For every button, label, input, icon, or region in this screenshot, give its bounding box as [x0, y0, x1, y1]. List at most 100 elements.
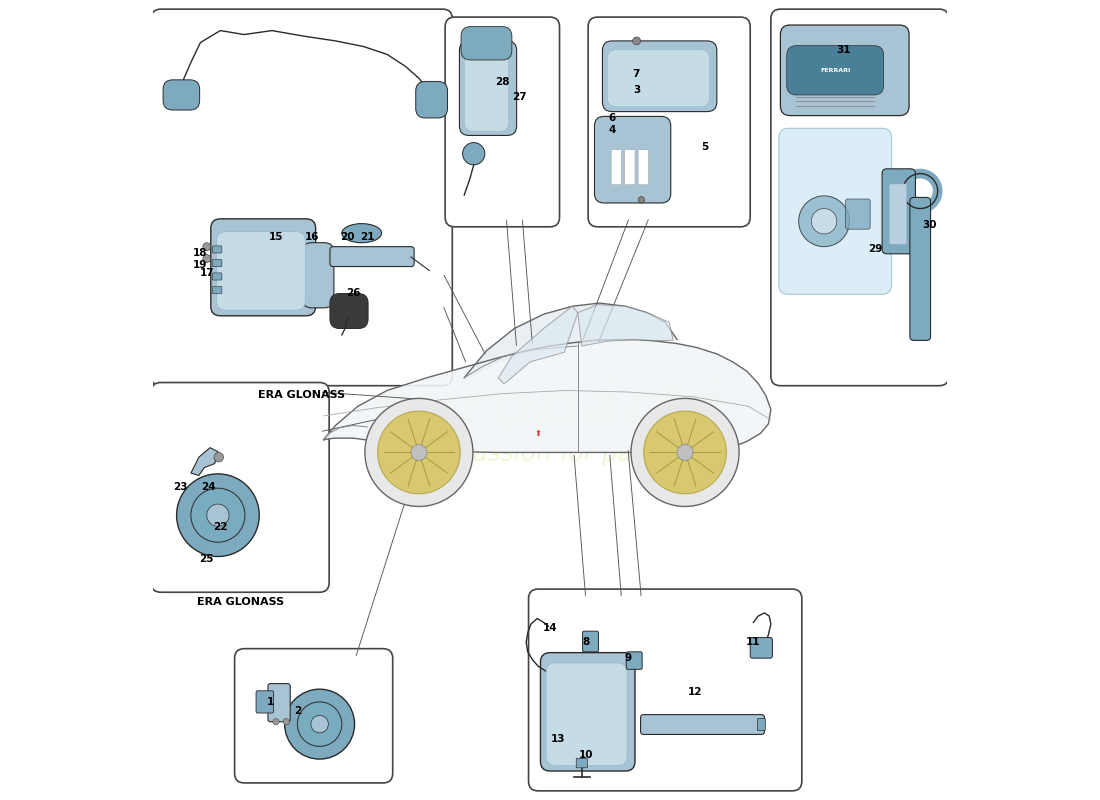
Text: 2: 2 — [295, 706, 301, 717]
FancyBboxPatch shape — [910, 198, 931, 341]
FancyBboxPatch shape — [330, 294, 369, 329]
Circle shape — [202, 242, 211, 250]
FancyBboxPatch shape — [212, 246, 222, 253]
Circle shape — [644, 411, 726, 494]
Circle shape — [812, 209, 837, 234]
Circle shape — [273, 718, 279, 725]
Circle shape — [283, 718, 289, 725]
FancyBboxPatch shape — [461, 26, 512, 60]
FancyBboxPatch shape — [576, 758, 587, 768]
Text: 29: 29 — [869, 244, 883, 254]
Text: 10: 10 — [579, 750, 593, 760]
Text: 4: 4 — [608, 125, 616, 135]
Circle shape — [191, 488, 245, 542]
Text: 26: 26 — [345, 288, 360, 298]
FancyBboxPatch shape — [757, 718, 766, 730]
Text: 15: 15 — [268, 232, 283, 242]
Polygon shape — [464, 303, 678, 378]
FancyBboxPatch shape — [779, 128, 892, 294]
FancyBboxPatch shape — [625, 150, 635, 185]
FancyBboxPatch shape — [268, 684, 290, 722]
Text: 30: 30 — [923, 220, 937, 230]
FancyBboxPatch shape — [583, 631, 598, 652]
FancyBboxPatch shape — [217, 231, 306, 310]
Text: 31: 31 — [837, 46, 851, 55]
Text: 3: 3 — [634, 85, 641, 95]
Text: ⬆: ⬆ — [535, 429, 541, 438]
FancyBboxPatch shape — [330, 246, 415, 266]
FancyBboxPatch shape — [163, 80, 200, 110]
FancyBboxPatch shape — [588, 17, 750, 227]
Text: 22: 22 — [213, 522, 228, 532]
Polygon shape — [578, 305, 673, 346]
FancyBboxPatch shape — [640, 714, 764, 734]
FancyBboxPatch shape — [612, 150, 621, 185]
Text: 6: 6 — [608, 113, 616, 123]
FancyBboxPatch shape — [750, 638, 772, 658]
Circle shape — [632, 37, 640, 45]
Polygon shape — [498, 306, 578, 384]
FancyBboxPatch shape — [846, 199, 870, 229]
FancyBboxPatch shape — [212, 273, 222, 280]
Circle shape — [365, 398, 473, 506]
Text: 20: 20 — [340, 232, 354, 242]
FancyBboxPatch shape — [464, 53, 508, 131]
FancyBboxPatch shape — [460, 41, 517, 135]
Text: 16: 16 — [305, 232, 319, 242]
FancyBboxPatch shape — [212, 286, 222, 294]
FancyBboxPatch shape — [889, 184, 906, 244]
Circle shape — [285, 689, 354, 759]
FancyBboxPatch shape — [638, 150, 649, 185]
Text: FERRARI: FERRARI — [820, 68, 850, 73]
Circle shape — [207, 504, 229, 526]
Circle shape — [463, 142, 485, 165]
FancyBboxPatch shape — [234, 649, 393, 783]
Text: 19: 19 — [194, 260, 208, 270]
Text: 17: 17 — [199, 268, 214, 278]
FancyBboxPatch shape — [212, 259, 222, 266]
FancyBboxPatch shape — [416, 82, 448, 118]
Circle shape — [631, 398, 739, 506]
Text: 8: 8 — [582, 638, 590, 647]
Polygon shape — [323, 340, 771, 453]
FancyBboxPatch shape — [607, 50, 710, 107]
Circle shape — [297, 702, 342, 746]
FancyBboxPatch shape — [786, 46, 883, 95]
Circle shape — [411, 445, 427, 460]
Text: 25: 25 — [199, 554, 214, 564]
Circle shape — [638, 197, 645, 203]
Text: a passion for parts: a passion for parts — [433, 442, 667, 466]
Text: 28: 28 — [495, 78, 509, 87]
FancyBboxPatch shape — [603, 41, 717, 112]
Text: 1: 1 — [266, 697, 274, 707]
FancyBboxPatch shape — [882, 169, 915, 254]
FancyBboxPatch shape — [528, 589, 802, 791]
Circle shape — [678, 445, 693, 460]
FancyBboxPatch shape — [151, 382, 329, 592]
FancyBboxPatch shape — [211, 219, 316, 316]
Text: 13: 13 — [551, 734, 565, 744]
Text: 18: 18 — [194, 248, 208, 258]
FancyBboxPatch shape — [771, 9, 949, 386]
Text: ERA GLONASS: ERA GLONASS — [197, 597, 284, 607]
Text: ERA GLONASS: ERA GLONASS — [258, 390, 345, 401]
FancyBboxPatch shape — [446, 17, 560, 227]
FancyBboxPatch shape — [626, 652, 642, 670]
Text: 7: 7 — [632, 70, 639, 79]
Text: 24: 24 — [201, 482, 216, 492]
Circle shape — [799, 196, 849, 246]
Text: 27: 27 — [513, 91, 527, 102]
Text: 23: 23 — [174, 482, 188, 492]
Text: europártá: europártá — [371, 376, 729, 440]
Text: 12: 12 — [688, 686, 702, 697]
Circle shape — [311, 715, 329, 733]
Text: 9: 9 — [625, 653, 631, 663]
Circle shape — [177, 474, 260, 557]
FancyBboxPatch shape — [540, 653, 635, 771]
FancyBboxPatch shape — [780, 25, 909, 115]
Polygon shape — [191, 448, 218, 475]
Circle shape — [214, 453, 223, 462]
Text: 21: 21 — [360, 232, 374, 242]
Text: 5: 5 — [702, 142, 708, 152]
FancyBboxPatch shape — [546, 663, 627, 766]
